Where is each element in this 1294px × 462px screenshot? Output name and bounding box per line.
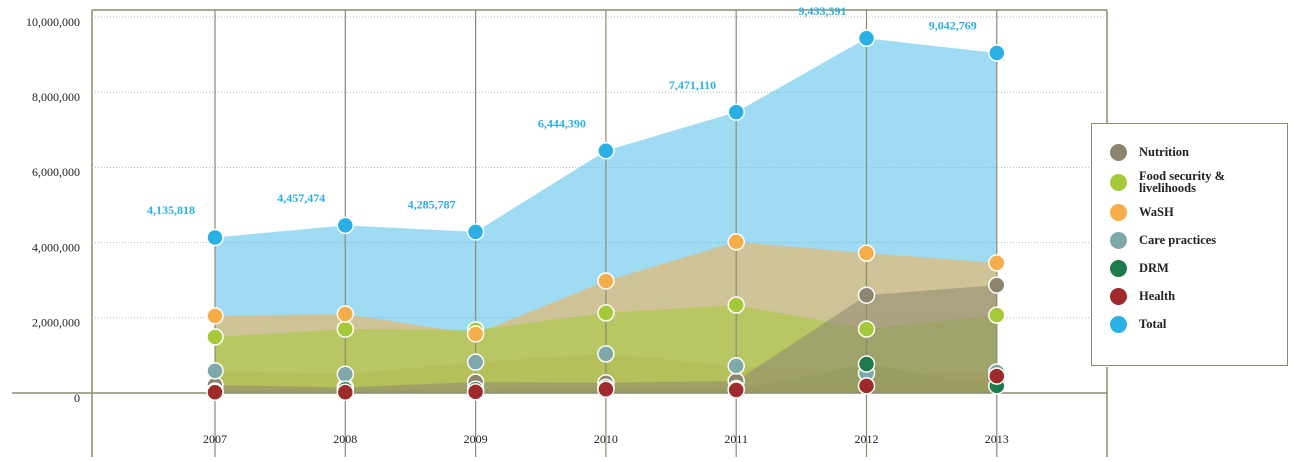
area: [215, 285, 997, 393]
legend-item: WaSH: [1110, 202, 1287, 222]
point: [857, 29, 876, 48]
legend-item: Care practices: [1110, 230, 1287, 250]
data-label: 4,457,474: [277, 191, 325, 205]
point: [988, 254, 1006, 272]
legend-label: Health: [1139, 289, 1176, 303]
legend-swatch: [1110, 287, 1127, 305]
point: [857, 320, 876, 338]
legend-swatch: [1110, 173, 1127, 191]
point: [597, 272, 615, 290]
point: [988, 44, 1006, 62]
point: [336, 383, 355, 401]
data-label: 4,135,818: [147, 203, 195, 217]
point: [206, 328, 224, 346]
legend-item: Food security & livelihoods: [1110, 170, 1287, 194]
point: [597, 141, 615, 160]
point: [336, 216, 355, 235]
legend-swatch: [1110, 203, 1127, 221]
point: [727, 233, 745, 251]
point: [206, 228, 224, 247]
legend-label: Food security & livelihoods: [1139, 169, 1226, 195]
y-tick-label: 0: [74, 391, 80, 405]
point: [988, 306, 1006, 324]
data-label: 4,285,787: [408, 198, 456, 212]
data-label: 7,471,110: [669, 78, 716, 92]
point: [336, 365, 355, 383]
x-tick-label: 2011: [724, 432, 748, 446]
y-tick-label: 6,000,000: [32, 165, 80, 179]
point: [857, 286, 876, 304]
legend-label: Care practices: [1139, 233, 1217, 247]
data-label: 6,444,390: [538, 116, 586, 130]
point: [466, 383, 485, 401]
legend-swatch: [1110, 315, 1127, 333]
x-tick-label: 2010: [594, 432, 618, 446]
legend-item: Total: [1110, 314, 1287, 334]
point: [466, 325, 485, 343]
point: [727, 296, 745, 314]
y-tick-label: 8,000,000: [32, 90, 80, 104]
legend-swatch: [1110, 259, 1127, 277]
point: [727, 381, 745, 399]
point: [597, 304, 615, 322]
y-tick-label: 2,000,000: [32, 316, 80, 330]
legend-label: WaSH: [1139, 205, 1174, 219]
point: [466, 223, 485, 241]
legend-swatch: [1110, 143, 1127, 161]
point: [727, 103, 745, 121]
point: [206, 362, 224, 380]
x-tick-label: 2009: [464, 432, 488, 446]
data-label: 9,433,591: [799, 4, 847, 18]
point: [857, 355, 876, 373]
point: [988, 367, 1006, 385]
point: [466, 353, 485, 371]
y-tick-label: 4,000,000: [32, 240, 80, 254]
x-tick-label: 2008: [333, 432, 357, 446]
legend-item: Health: [1110, 286, 1287, 306]
point: [727, 357, 745, 375]
point: [206, 383, 224, 401]
point: [336, 320, 355, 338]
point: [988, 276, 1006, 294]
y-tick-label: 10,000,000: [26, 15, 80, 29]
point: [597, 380, 615, 398]
x-tick-label: 2007: [203, 432, 227, 446]
point: [857, 244, 876, 262]
point: [206, 307, 224, 325]
x-tick-label: 2013: [985, 432, 1009, 446]
x-tick-label: 2012: [855, 432, 879, 446]
legend: Nutrition Food security & livelihoods WaSH…: [1091, 123, 1288, 366]
legend-swatch: [1110, 231, 1127, 249]
point: [336, 305, 355, 323]
point: [597, 345, 615, 363]
legend-label: Total: [1139, 317, 1167, 331]
point: [857, 377, 876, 395]
legend-item: Nutrition: [1110, 142, 1287, 162]
data-label: 9,042,769: [929, 19, 977, 33]
legend-label: DRM: [1139, 261, 1169, 275]
legend-item: DRM: [1110, 258, 1287, 278]
legend-label: Nutrition: [1139, 145, 1189, 159]
